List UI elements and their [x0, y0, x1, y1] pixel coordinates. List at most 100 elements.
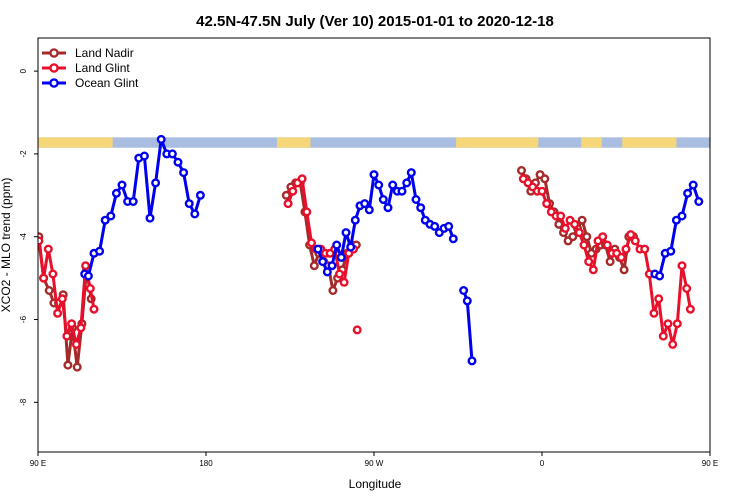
y-axis: 0 -2 -4 -6 -8 — [19, 68, 38, 406]
x-tick-label: 0 — [540, 459, 545, 468]
data-point — [38, 236, 44, 246]
data-point — [654, 294, 664, 304]
data-point — [72, 362, 82, 372]
data-point — [167, 149, 177, 159]
data-point — [339, 277, 349, 287]
data-point — [556, 211, 566, 221]
data-point — [83, 271, 93, 281]
data-point — [574, 228, 584, 238]
x-tick-label: 90 W — [365, 459, 384, 468]
data-point — [616, 252, 626, 262]
y-tick-label: -6 — [19, 315, 28, 323]
data-point — [53, 308, 63, 318]
data-point — [71, 339, 81, 349]
data-point — [145, 213, 155, 223]
data-point — [444, 221, 454, 231]
data-point — [683, 188, 693, 198]
legend-label: Land Nadir — [75, 46, 134, 60]
data-point — [48, 269, 58, 279]
data-point — [537, 186, 547, 196]
surface-band-land — [581, 137, 602, 148]
data-point — [173, 157, 183, 167]
data-point — [100, 215, 110, 225]
data-point — [318, 257, 328, 267]
data-point — [685, 304, 695, 314]
data-point — [383, 203, 393, 213]
legend-swatch-marker — [49, 48, 59, 58]
data-point — [640, 244, 650, 254]
data-point — [671, 215, 681, 225]
surface-band-land — [456, 137, 539, 148]
data-point — [677, 211, 687, 221]
series-line — [654, 183, 701, 278]
data-point — [360, 199, 370, 209]
data-point — [76, 323, 86, 333]
series-land-glint — [38, 174, 695, 349]
data-point — [579, 240, 589, 250]
surface-band-land — [276, 137, 311, 148]
data-point — [307, 238, 317, 248]
legend-item: Land Glint — [42, 61, 130, 75]
data-point — [85, 284, 95, 294]
data-point — [668, 339, 678, 349]
data-point — [577, 215, 587, 225]
data-point — [322, 267, 332, 277]
data-point — [378, 194, 388, 204]
data-point — [336, 252, 346, 262]
x-tick-label: 180 — [199, 459, 213, 468]
data-point — [364, 205, 374, 215]
data-point — [467, 356, 477, 366]
data-point — [332, 240, 342, 250]
data-point — [313, 244, 323, 254]
data-point — [328, 286, 338, 296]
legend-swatch-marker — [49, 63, 59, 73]
data-point — [626, 230, 636, 240]
data-point — [397, 186, 407, 196]
data-point — [402, 178, 412, 188]
series-land-nadir-outlier — [352, 325, 362, 335]
data-point — [666, 246, 676, 256]
data-point — [302, 207, 312, 217]
x-axis: 90 E 180 90 W 0 90 E — [30, 452, 718, 468]
data-point — [658, 331, 668, 341]
data-point — [352, 325, 362, 335]
data-point — [81, 261, 91, 271]
x-tick-label: 90 E — [30, 459, 46, 468]
data-point — [598, 232, 608, 242]
data-point — [688, 180, 698, 190]
data-point — [540, 174, 550, 184]
data-point — [621, 244, 631, 254]
chart-title: 42.5N-47.5N July (Ver 10) 2015-01-01 to … — [196, 13, 554, 30]
data-point — [542, 199, 552, 209]
data-point — [350, 215, 360, 225]
data-point — [663, 319, 673, 329]
series-land-nadir — [38, 165, 639, 372]
data-point — [649, 308, 659, 318]
data-point — [369, 170, 379, 180]
data-point — [89, 304, 99, 314]
y-tick-label: -2 — [19, 150, 28, 158]
data-point — [584, 257, 594, 267]
data-point — [281, 190, 291, 200]
data-point — [335, 269, 345, 279]
data-point — [677, 261, 687, 271]
legend-label: Ocean Glint — [75, 76, 139, 90]
x-axis-title: Longitude — [349, 477, 402, 491]
data-point — [416, 203, 426, 213]
data-point — [459, 286, 469, 296]
data-point — [694, 196, 704, 206]
surface-band-land — [622, 137, 677, 148]
data-point — [388, 180, 398, 190]
data-point — [117, 180, 127, 190]
data-point — [297, 174, 307, 184]
data-point — [682, 284, 692, 294]
data-point — [560, 223, 570, 233]
data-point — [630, 236, 640, 246]
data-point — [128, 196, 138, 206]
data-point — [95, 246, 105, 256]
y-axis-title: XCO2 - MLO trend (ppm) — [0, 178, 13, 313]
data-point — [111, 188, 121, 198]
x-tick-label: 90 E — [702, 459, 718, 468]
data-point — [462, 296, 472, 306]
data-point — [327, 261, 337, 271]
